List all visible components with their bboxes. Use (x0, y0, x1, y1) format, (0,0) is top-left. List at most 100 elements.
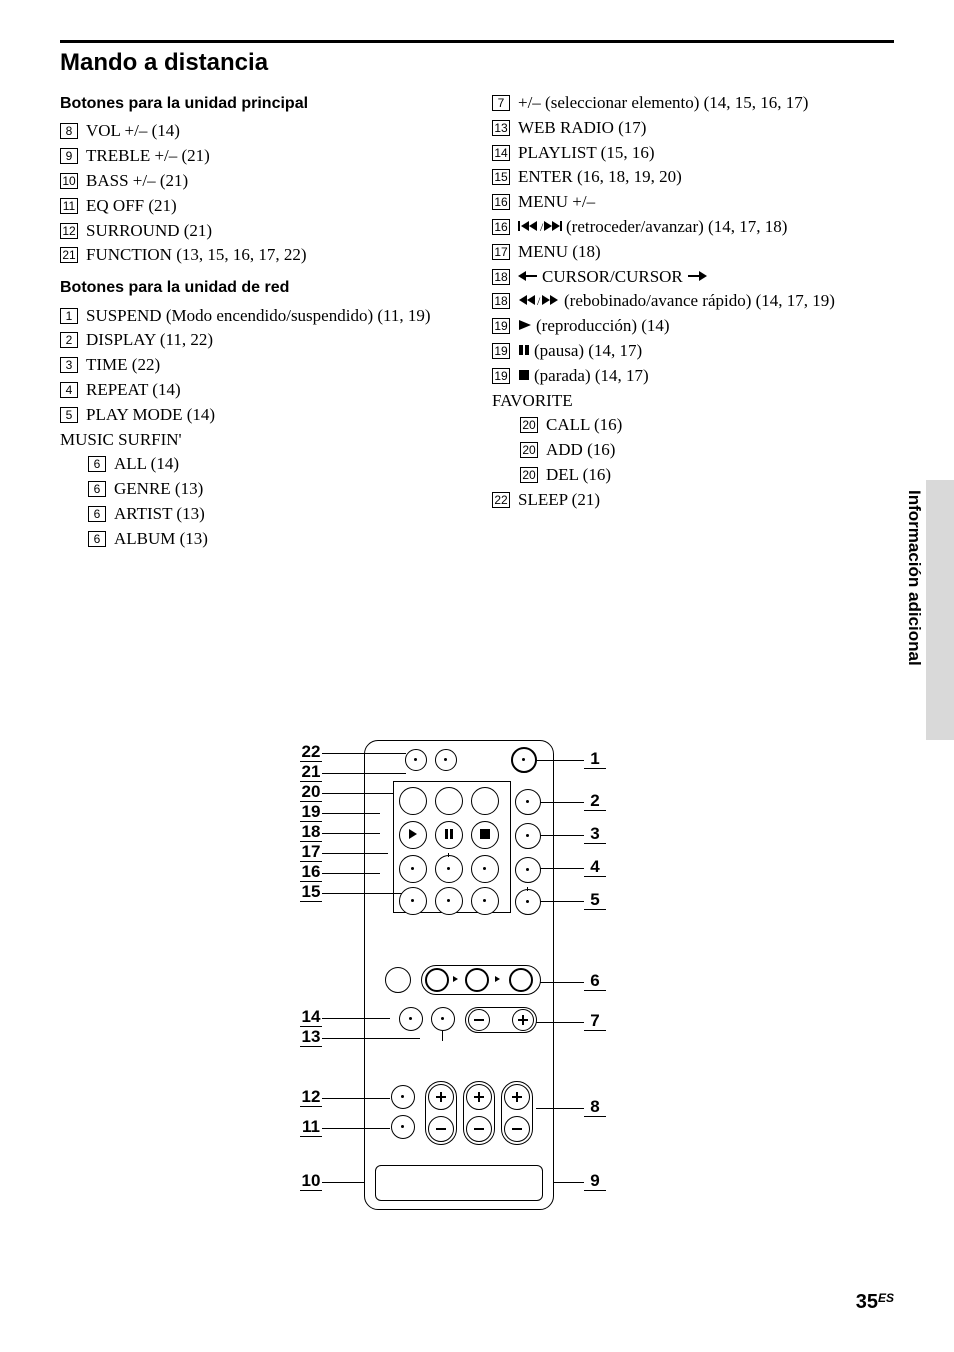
callout-left: 14 (300, 1008, 322, 1027)
ref-box: 20 (520, 467, 538, 483)
ref-text: PLAYLIST (15, 16) (518, 141, 654, 165)
ref-text: REPEAT (14) (86, 378, 181, 402)
callout-left: 17 (300, 843, 322, 862)
ref-text: SURROUND (21) (86, 219, 212, 243)
ref-text: EQ OFF (21) (86, 194, 177, 218)
ref-box: 8 (60, 123, 78, 139)
pause-icon (518, 339, 530, 363)
stop-icon (518, 364, 530, 388)
ref-text: PLAY MODE (14) (86, 403, 215, 427)
prev-next-icon: / (518, 215, 562, 239)
subhead-main-unit: Botones para la unidad principal (60, 93, 462, 115)
ref-box: 13 (492, 120, 510, 136)
callout-right: 7 (584, 1012, 606, 1031)
columns: Botones para la unidad principal 8VOL +/… (60, 91, 894, 552)
ref-box: 20 (520, 442, 538, 458)
ref-text: FUNCTION (13, 15, 16, 17, 22) (86, 243, 307, 267)
ref-text: +/– (seleccionar elemento) (14, 15, 16, … (518, 91, 808, 115)
ref-box: 22 (492, 492, 510, 508)
ref-box: 4 (60, 382, 78, 398)
ref-box: 21 (60, 247, 78, 263)
callout-left: 19 (300, 803, 322, 822)
music-surfin-label: MUSIC SURFIN' (60, 428, 462, 452)
ref-text: GENRE (13) (114, 477, 203, 501)
ref-text: DEL (16) (546, 463, 611, 487)
ref-text: CALL (16) (546, 413, 622, 437)
callout-left: 22 (300, 743, 322, 762)
callout-left: 15 (300, 883, 322, 902)
ref-text: ADD (16) (546, 438, 615, 462)
callout-right: 2 (584, 792, 606, 811)
page-number-value: 35 (856, 1291, 878, 1313)
ref-box: 17 (492, 244, 510, 260)
ref-text: (retroceder/avanzar) (14, 17, 18) (566, 215, 787, 239)
callout-left: 21 (300, 763, 322, 782)
ref-box: 6 (88, 506, 106, 522)
ref-text: MENU (18) (518, 240, 601, 264)
ref-text: (rebobinado/avance rápido) (14, 17, 19) (564, 289, 835, 313)
ref-text: TIME (22) (86, 353, 160, 377)
callout-left: 20 (300, 783, 322, 802)
callout-left: 13 (300, 1028, 322, 1047)
right-column: 7 +/– (seleccionar elemento) (14, 15, 16,… (492, 91, 894, 552)
ref-box: 10 (60, 173, 78, 189)
ref-box: 18 (492, 269, 510, 285)
remote-diagram: 22 21 20 19 18 17 16 15 14 13 12 11 10 1… (300, 740, 610, 1210)
callout-right: 3 (584, 825, 606, 844)
callout-right: 4 (584, 858, 606, 877)
ref-box: 20 (520, 417, 538, 433)
ref-text: CURSOR/CURSOR (542, 265, 683, 289)
ref-box: 3 (60, 357, 78, 373)
ref-text: MENU +/– (518, 190, 595, 214)
ref-box: 7 (492, 95, 510, 111)
net-unit-list: 1 SUSPEND (Modo encendido/suspendido) (11… (60, 304, 462, 427)
left-column: Botones para la unidad principal 8VOL +/… (60, 91, 462, 552)
ref-text: ALBUM (13) (114, 527, 208, 551)
svg-text:/: / (540, 220, 544, 232)
callout-right: 1 (584, 750, 606, 769)
ref-box: 19 (492, 343, 510, 359)
subhead-net-unit: Botones para la unidad de red (60, 277, 462, 299)
ref-text: SLEEP (21) (518, 488, 600, 512)
ref-box: 11 (60, 198, 78, 214)
ref-text: SUSPEND (Modo encendido/suspendido) (11,… (86, 304, 431, 328)
ref-box: 19 (492, 318, 510, 334)
ref-box: 1 (60, 308, 78, 324)
rew-ff-icon: / (518, 289, 560, 313)
cursor-right-icon (687, 265, 707, 289)
main-unit-list: 8VOL +/– (14) 9TREBLE +/– (21) 10BASS +/… (60, 119, 462, 267)
page-number: 35ES (856, 1291, 894, 1314)
ref-box: 2 (60, 332, 78, 348)
ref-text: (pausa) (14, 17) (534, 339, 642, 363)
remote-outline (364, 740, 554, 1210)
page-number-suffix: ES (878, 1291, 894, 1305)
ref-box: 12 (60, 223, 78, 239)
play-icon (518, 314, 532, 338)
ref-box: 6 (88, 456, 106, 472)
cursor-left-icon (518, 265, 538, 289)
ref-box: 6 (88, 531, 106, 547)
side-tab-label: Información adicional (904, 490, 924, 666)
ref-text: WEB RADIO (17) (518, 116, 646, 140)
callout-right: 5 (584, 891, 606, 910)
callout-left: 18 (300, 823, 322, 842)
callout-left: 12 (300, 1088, 322, 1107)
ref-box: 18 (492, 293, 510, 309)
music-surfin-list: 6ALL (14) 6GENRE (13) 6ARTIST (13) 6ALBU… (60, 452, 462, 550)
ref-box: 16 (492, 194, 510, 210)
ref-box: 19 (492, 368, 510, 384)
ref-text: BASS +/– (21) (86, 169, 188, 193)
ref-text: ALL (14) (114, 452, 179, 476)
callout-left: 10 (300, 1172, 322, 1191)
callout-right: 9 (584, 1172, 606, 1191)
ref-text: DISPLAY (11, 22) (86, 328, 213, 352)
ref-text: ARTIST (13) (114, 502, 205, 526)
ref-box: 15 (492, 169, 510, 185)
callout-left: 16 (300, 863, 322, 882)
callout-right: 8 (584, 1098, 606, 1117)
ref-text: (parada) (14, 17) (534, 364, 649, 388)
ref-box: 9 (60, 148, 78, 164)
ref-box: 5 (60, 407, 78, 423)
page-title: Mando a distancia (60, 49, 894, 77)
ref-text: TREBLE +/– (21) (86, 144, 210, 168)
